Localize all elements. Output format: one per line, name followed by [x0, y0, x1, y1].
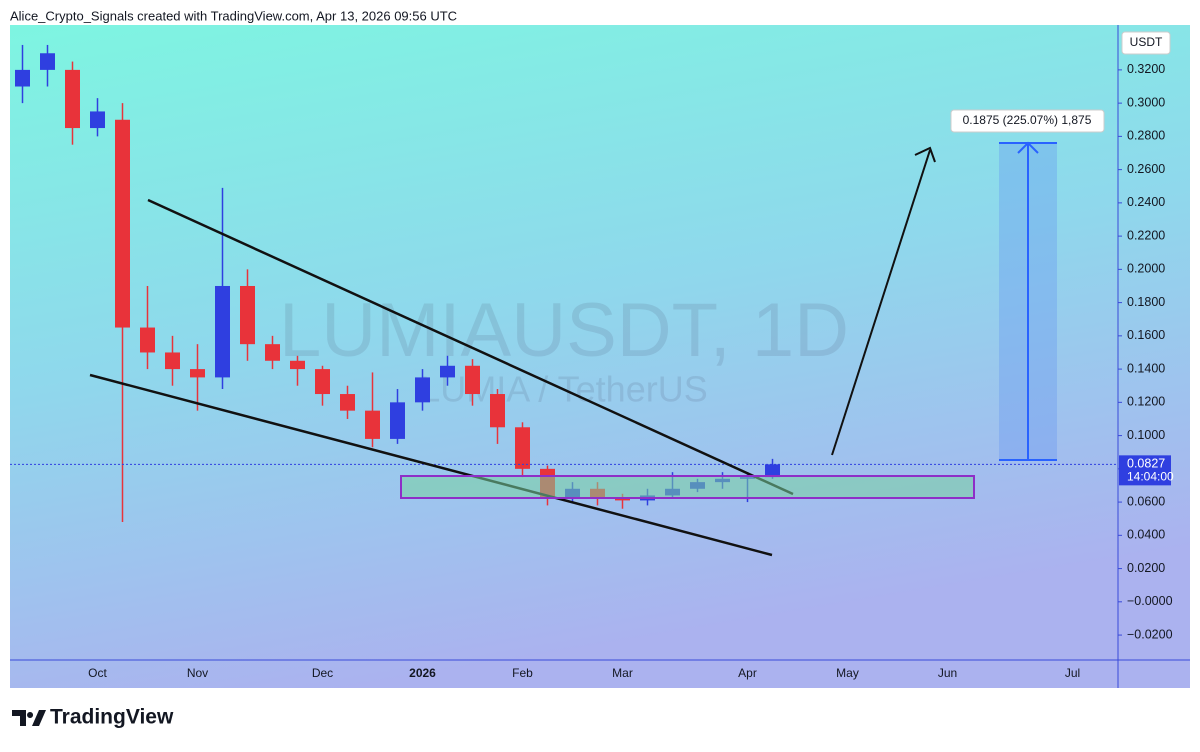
watermark-symbol: LUMIAUSDT, 1D — [279, 288, 849, 373]
trend-line — [89, 373, 773, 557]
candle-body — [340, 394, 355, 411]
footer-logo: TradingView — [12, 706, 174, 729]
x-tick-label: Feb — [512, 666, 533, 680]
candle-body — [240, 285, 255, 345]
candle-body — [415, 377, 430, 403]
y-tick-label: 0.1400 — [1127, 361, 1165, 375]
candle-body — [140, 327, 155, 353]
x-tick-label: Jul — [1065, 666, 1080, 680]
y-tick-label: 0.3200 — [1127, 62, 1165, 76]
trend-line — [147, 198, 794, 496]
range-box — [400, 475, 975, 499]
y-tick-label: 0.2000 — [1127, 262, 1165, 276]
header-text: Alice_Crypto_Signals created with Tradin… — [10, 8, 457, 23]
candle-body — [315, 369, 330, 395]
candle-body — [615, 498, 630, 501]
candle-body — [190, 369, 205, 378]
candle-body — [765, 464, 780, 478]
measure-arrow — [1017, 141, 1039, 154]
candle-body — [440, 365, 455, 378]
y-tick-label: 0.1600 — [1127, 328, 1165, 342]
candle-body — [390, 402, 405, 439]
y-tick-label: 0.2600 — [1127, 162, 1165, 176]
y-tick-label: −0.0000 — [1127, 594, 1173, 608]
y-tick-label: 0.0400 — [1127, 528, 1165, 542]
candle-body — [465, 365, 480, 395]
y-tick-label: 0.2400 — [1127, 195, 1165, 209]
currency-label: USDT — [1130, 35, 1163, 49]
candle-body — [165, 352, 180, 370]
candle-body — [40, 53, 55, 70]
x-tick-label: May — [836, 666, 859, 680]
candle-body — [15, 69, 30, 87]
candle-body — [215, 285, 230, 378]
x-tick-label: Nov — [187, 666, 208, 680]
candle-body — [90, 111, 105, 129]
y-tick-label: 0.3000 — [1127, 95, 1165, 109]
measure-label-box — [950, 109, 1105, 133]
candle-body — [490, 394, 505, 428]
y-tick-label: 0.0200 — [1127, 561, 1165, 575]
currency-box — [1121, 31, 1171, 55]
x-tick-label: Mar — [612, 666, 633, 680]
y-tick-label: 0.1200 — [1127, 395, 1165, 409]
footer-brand: TradingView — [50, 706, 174, 729]
y-tick-label: 0.2800 — [1127, 129, 1165, 143]
y-tick-label: 0.1800 — [1127, 295, 1165, 309]
x-tick-label: Dec — [312, 666, 333, 680]
measure-label: 0.1875 (225.07%) 1,875 — [963, 113, 1092, 127]
y-tick-label: 0.0600 — [1127, 494, 1165, 508]
x-tick-label: Jun — [938, 666, 957, 680]
candle-body — [265, 344, 280, 361]
y-tick-label: −0.0200 — [1127, 627, 1173, 641]
candle-body — [365, 410, 380, 439]
y-tick-label: 0.2200 — [1127, 228, 1165, 242]
candle-body — [115, 119, 130, 328]
candle-body — [515, 427, 530, 469]
candle-body — [290, 360, 305, 370]
x-tick-label: Apr — [738, 666, 757, 680]
countdown-label: 14:04:00 — [1127, 470, 1174, 484]
x-tick-label: 2026 — [409, 666, 436, 680]
candle-body — [65, 69, 80, 129]
last-price-box — [1119, 455, 1171, 486]
x-tick-label: Oct — [88, 666, 107, 680]
logo-icon — [12, 710, 46, 726]
last-price-label: 0.0827 — [1127, 457, 1165, 471]
y-tick-label: 0.1000 — [1127, 428, 1165, 442]
arrow-head — [914, 146, 936, 163]
chart-background — [10, 25, 1190, 688]
projection-arrow — [831, 149, 931, 456]
